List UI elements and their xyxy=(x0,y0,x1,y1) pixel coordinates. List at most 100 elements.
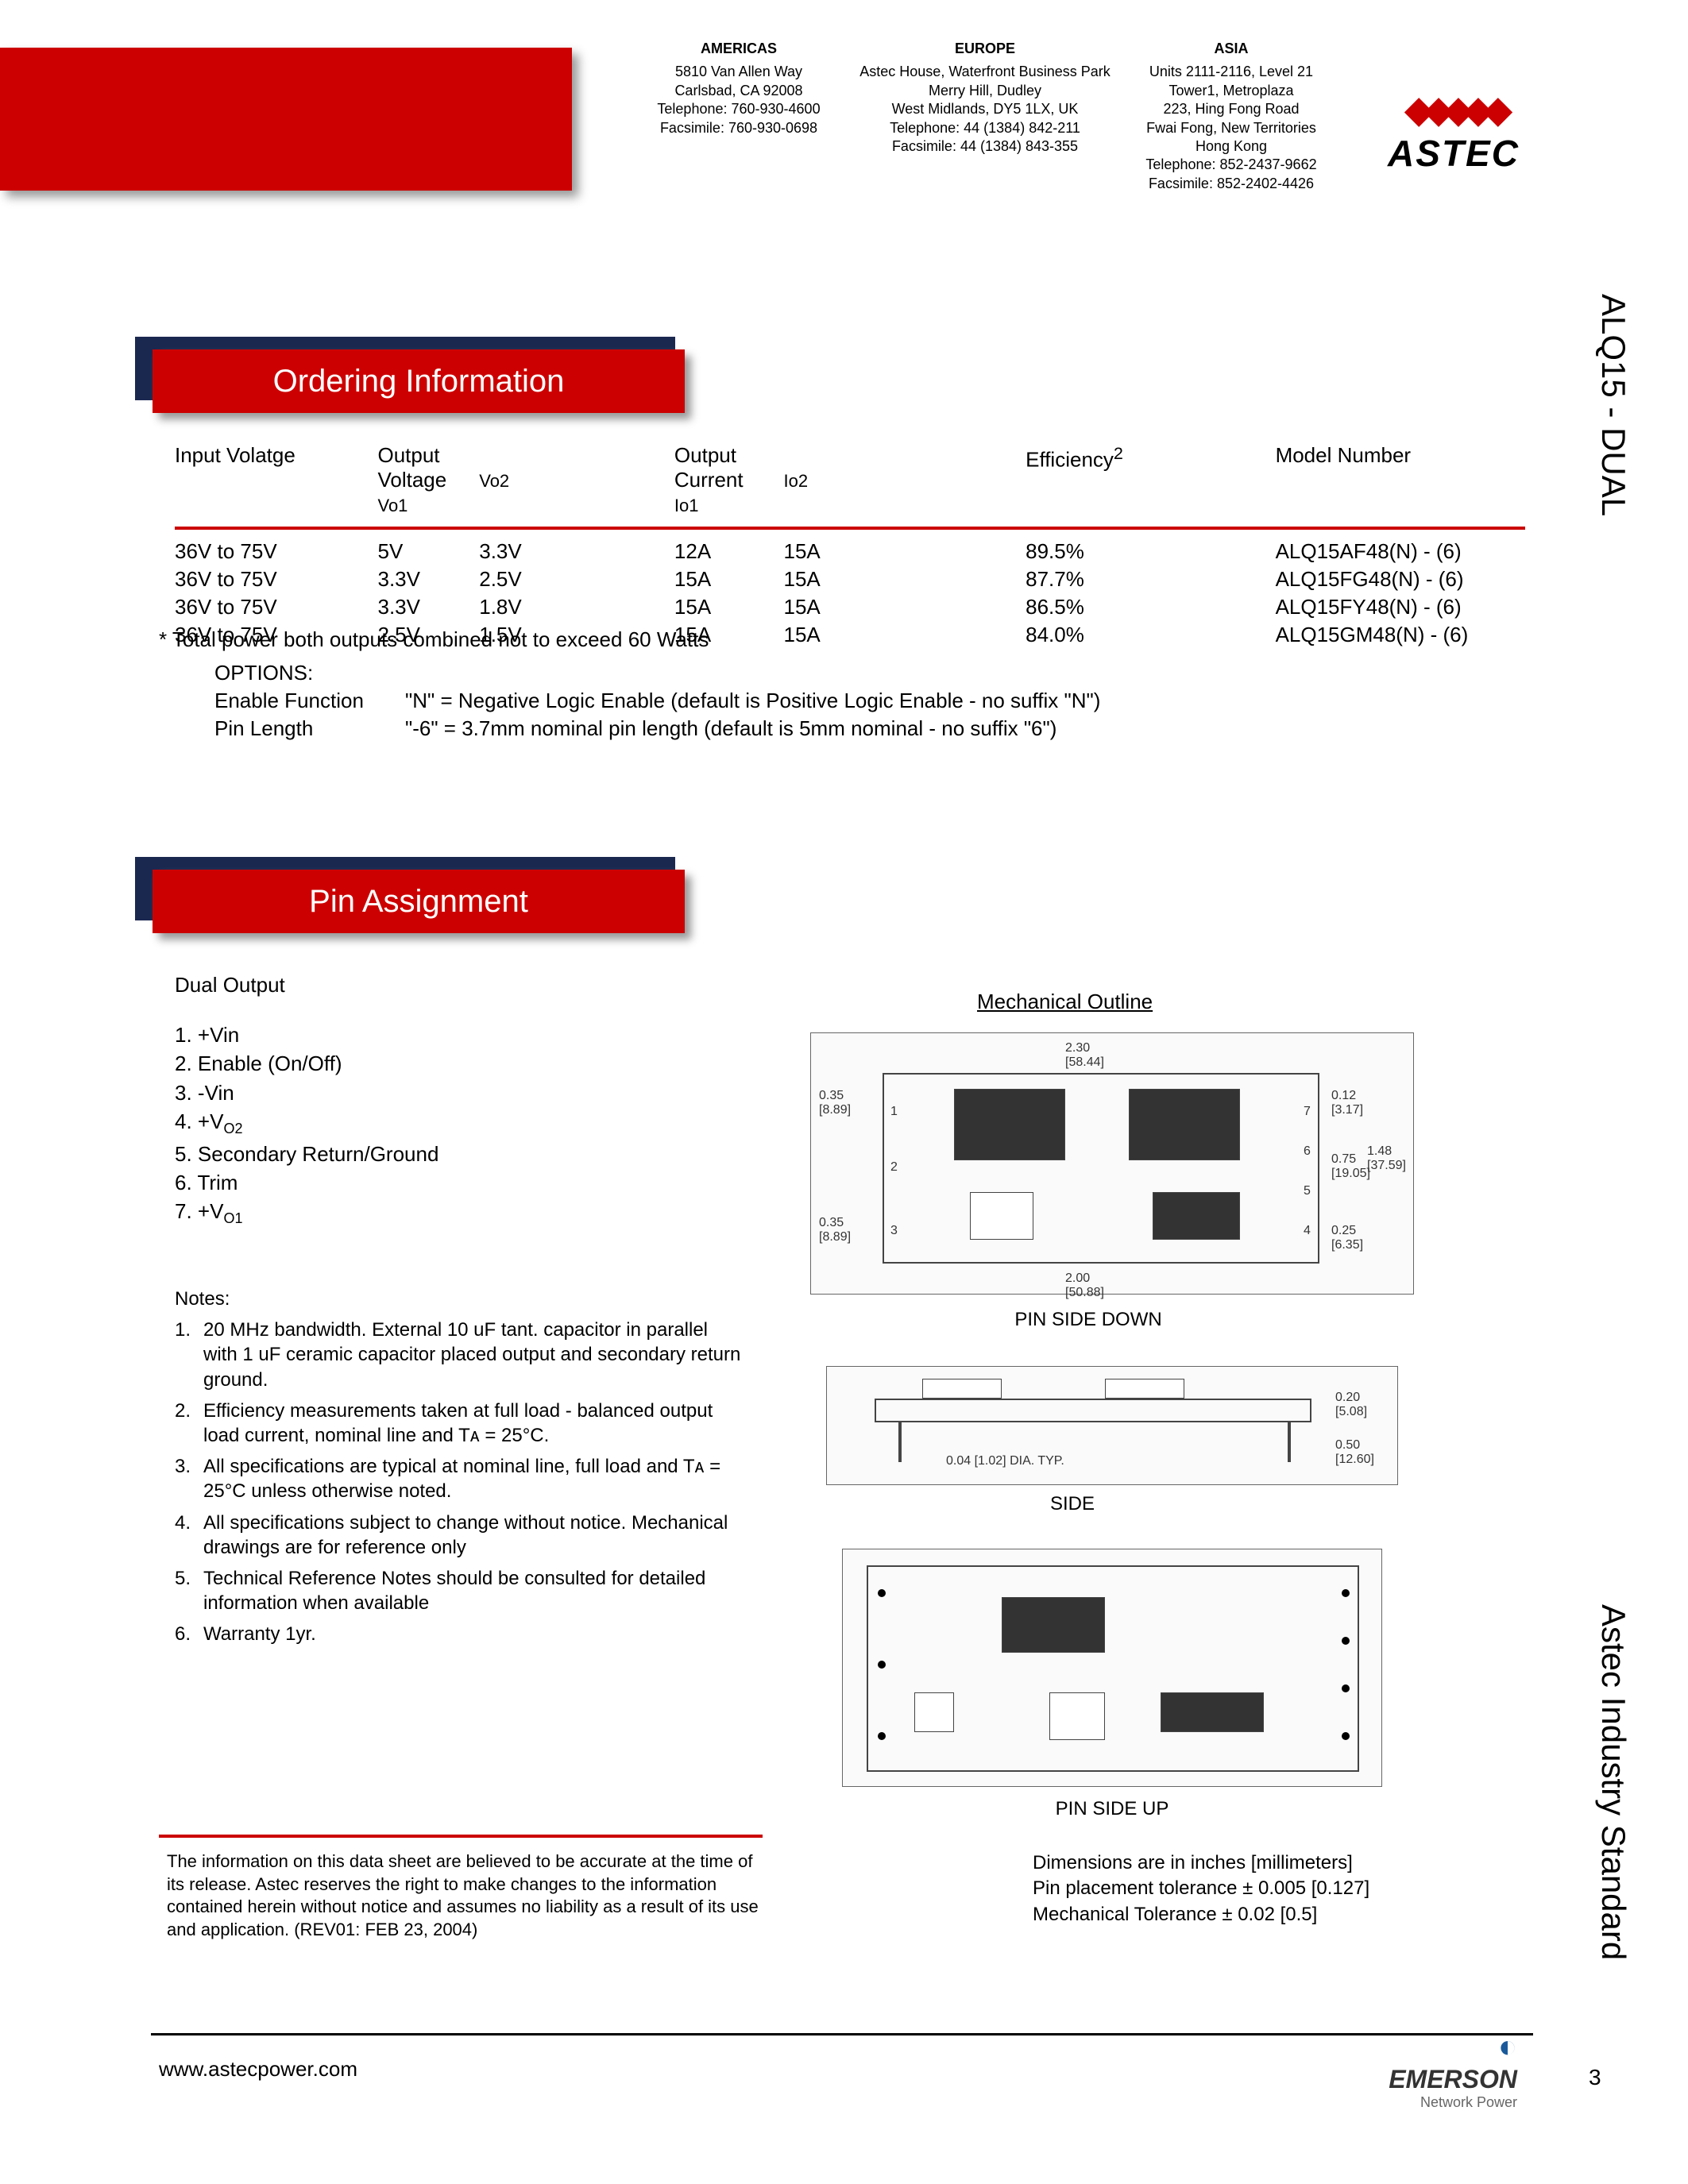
option-enable-label: Enable Function xyxy=(214,687,405,715)
asia-title: ASIA xyxy=(1112,40,1350,58)
contact-asia: ASIA Units 2111-2116, Level 21 Tower1, M… xyxy=(1112,40,1350,193)
emerson-logo: ◐ EMERSON Network Power xyxy=(1311,2029,1517,2111)
note-text: 20 MHz bandwidth. External 10 uF tant. c… xyxy=(203,1318,747,1392)
cell-io2: 15A xyxy=(783,539,1026,564)
notes-title: Notes: xyxy=(175,1287,747,1311)
note-item: 6.Warranty 1yr. xyxy=(175,1622,747,1646)
dim-d1b: 0.35[8.89] xyxy=(819,1216,851,1244)
astec-diamonds-icon: ◆◆◆◆◆ xyxy=(1366,87,1541,132)
asia-line: Fwai Fong, New Territories xyxy=(1112,119,1350,137)
dim-d3: 0.25[6.35] xyxy=(1331,1224,1363,1252)
pin7-text: 7. +V xyxy=(175,1199,223,1223)
th-vo2-wrap: Vo2 xyxy=(479,443,674,517)
cell-vo1: 5V xyxy=(377,539,479,564)
dim-d4: 0.12[3.17] xyxy=(1331,1089,1363,1117)
disclaimer-rule xyxy=(159,1835,763,1838)
th-eff-sup: 2 xyxy=(1114,443,1123,463)
note-number: 1. xyxy=(175,1318,203,1392)
pin-leg xyxy=(898,1422,902,1462)
pin-item: 3. -Vin xyxy=(175,1078,438,1107)
pcb-outline xyxy=(883,1073,1319,1264)
pcb-component xyxy=(1161,1692,1264,1732)
emerson-sub: Network Power xyxy=(1311,2094,1517,2111)
table-footnote: * Total power both outputs combined not … xyxy=(159,627,709,652)
table-row: 36V to 75V5V3.3V12A15A89.5%ALQ15AF48(N) … xyxy=(175,538,1525,565)
th-io1: Io1 xyxy=(674,496,699,515)
dim-width2: 2.00[50.88] xyxy=(1065,1271,1104,1300)
cell-eff: 87.7% xyxy=(1026,567,1275,592)
pin-item: 1. +Vin xyxy=(175,1021,438,1049)
pin-list: 1. +Vin 2. Enable (On/Off) 3. -Vin 4. +V… xyxy=(175,1021,438,1229)
pin-dot xyxy=(1342,1684,1350,1692)
cell-vo1: 3.3V xyxy=(377,567,479,592)
pcb-component xyxy=(1002,1597,1105,1653)
cell-model: ALQ15FG48(N) - (6) xyxy=(1276,567,1525,592)
ordering-title: Ordering Information xyxy=(153,349,685,413)
pin-dot xyxy=(1342,1637,1350,1645)
pin4-sub: O2 xyxy=(223,1121,242,1136)
label-pin-side-up: PIN SIDE UP xyxy=(1009,1798,1215,1820)
th-output-current: Output Current Io1 xyxy=(674,443,784,517)
options-block: OPTIONS: Enable Function "N" = Negative … xyxy=(214,659,1100,743)
note-text: All specifications subject to change wit… xyxy=(203,1511,747,1560)
dim-dia: 0.04 [1.02] DIA. TYP. xyxy=(946,1454,1064,1468)
dimensions-note: Dimensions are in inches [millimeters] P… xyxy=(1033,1850,1369,1927)
th-efficiency: Efficiency2 xyxy=(1026,443,1275,517)
asia-line: Telephone: 852-2437-9662 xyxy=(1112,156,1350,174)
cell-vo1: 3.3V xyxy=(377,595,479,619)
th-io2: Io2 xyxy=(783,471,808,491)
cell-eff: 89.5% xyxy=(1026,539,1275,564)
th-eff-label: Efficiency xyxy=(1026,448,1114,472)
notes-block: Notes: 1.20 MHz bandwidth. External 10 u… xyxy=(175,1287,747,1653)
pin-num: 2 xyxy=(890,1160,898,1175)
note-text: All specifications are typical at nomina… xyxy=(203,1454,747,1503)
th-io2-wrap: Io2 xyxy=(783,443,1026,517)
pcb-side-board xyxy=(875,1399,1311,1422)
pin-leg xyxy=(1288,1422,1291,1462)
pcb-component xyxy=(1049,1692,1105,1740)
drawing-side: 0.04 [1.02] DIA. TYP. 0.20[5.08] 0.50[12… xyxy=(826,1366,1398,1485)
cell-io2: 15A xyxy=(783,623,1026,647)
option-pinlength-text: "-6" = 3.7mm nominal pin length (default… xyxy=(405,715,1056,743)
pin4-text: 4. +V xyxy=(175,1109,223,1133)
europe-line: Facsimile: 44 (1384) 843-355 xyxy=(858,137,1112,156)
ordering-table: Input Volatge Output Voltage Vo1 Vo2 Out… xyxy=(175,443,1525,649)
cell-model: ALQ15AF48(N) - (6) xyxy=(1276,539,1525,564)
note-item: 2.Efficiency measurements taken at full … xyxy=(175,1399,747,1448)
note-number: 3. xyxy=(175,1454,203,1503)
disclaimer-text: The information on this data sheet are b… xyxy=(167,1850,771,1941)
pcb-component xyxy=(1129,1089,1240,1160)
contact-americas: AMERICAS 5810 Van Allen Way Carlsbad, CA… xyxy=(620,40,858,137)
options-title: OPTIONS: xyxy=(214,659,1100,687)
dim-d1: 0.35[8.89] xyxy=(819,1089,851,1117)
drawing-pin-side-down: 2.30[58.44] 2.00[50.88] 0.35[8.89] 0.35[… xyxy=(810,1032,1414,1295)
dim-side-t: 0.50[12.60] xyxy=(1335,1438,1374,1467)
note-item: 1.20 MHz bandwidth. External 10 uF tant.… xyxy=(175,1318,747,1392)
asia-line: Units 2111-2116, Level 21 xyxy=(1112,63,1350,81)
option-row: Enable Function "N" = Negative Logic Ena… xyxy=(214,687,1100,715)
americas-line: 5810 Van Allen Way xyxy=(620,63,858,81)
side-label-product: ALQ15 - DUAL xyxy=(1594,294,1632,516)
pin-item: 4. +VO2 xyxy=(175,1107,438,1139)
pcb-component xyxy=(914,1692,954,1732)
emerson-text: EMERSON xyxy=(1311,2065,1517,2094)
americas-line: Carlsbad, CA 92008 xyxy=(620,82,858,100)
th-oc-label: Output Current xyxy=(674,443,744,492)
top-red-bar xyxy=(0,48,572,191)
pin-num: 7 xyxy=(1304,1105,1311,1119)
cell-iv: 36V to 75V xyxy=(175,539,377,564)
pcb-component xyxy=(970,1192,1033,1240)
europe-line: Merry Hill, Dudley xyxy=(858,82,1112,100)
emerson-mark-icon: ◐ xyxy=(1311,2029,1517,2065)
asia-line: Hong Kong xyxy=(1112,137,1350,156)
label-side: SIDE xyxy=(1025,1493,1120,1515)
europe-line: Astec House, Waterfront Business Park xyxy=(858,63,1112,81)
page-number: 3 xyxy=(1589,2065,1601,2090)
ordering-header: Ordering Information xyxy=(153,349,685,413)
americas-title: AMERICAS xyxy=(620,40,858,58)
pin-dot xyxy=(878,1732,886,1740)
contact-europe: EUROPE Astec House, Waterfront Business … xyxy=(858,40,1112,156)
cell-vo2: 1.8V xyxy=(479,595,674,619)
note-number: 2. xyxy=(175,1399,203,1448)
note-item: 3.All specifications are typical at nomi… xyxy=(175,1454,747,1503)
